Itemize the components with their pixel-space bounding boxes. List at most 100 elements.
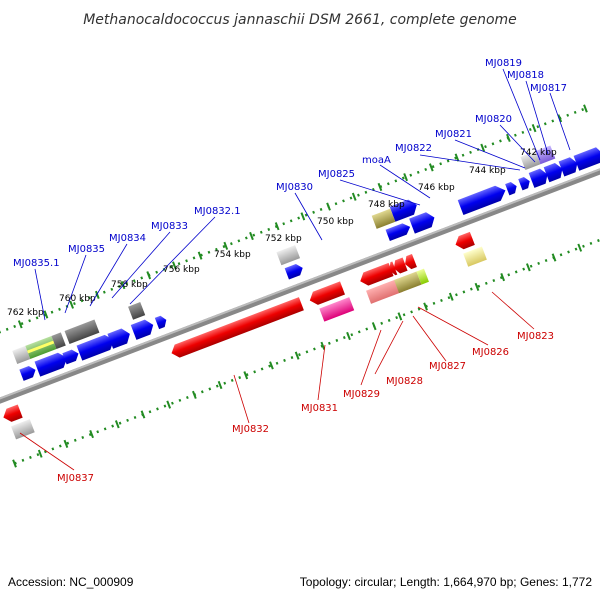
gene-feature-block <box>64 319 100 345</box>
gene-reverse-arrow <box>393 257 408 274</box>
kbp-label: 750 kbp <box>317 217 354 227</box>
scale-tick <box>474 282 480 292</box>
kbp-label: 746 kbp <box>418 183 455 193</box>
scale-tick <box>12 459 17 468</box>
gene-label: MJ0819 <box>485 58 522 69</box>
gene-feature-block <box>535 145 556 165</box>
kbp-label: 762 kbp <box>7 308 44 318</box>
gene-forward-arrow <box>518 176 530 191</box>
scale-tick <box>166 400 172 409</box>
gene-forward-arrow <box>34 352 68 377</box>
gene-label: MJ0818 <box>507 70 544 81</box>
gene-feature-block <box>12 345 31 365</box>
scale-tick <box>217 380 223 390</box>
gene-label: MJ0832 <box>232 424 269 435</box>
gene-forward-arrow <box>76 334 114 361</box>
gene-forward-arrow <box>573 147 600 171</box>
scale-tick <box>146 271 152 280</box>
gene-forward-arrow <box>385 223 411 241</box>
kbp-label: 754 kbp <box>214 250 251 260</box>
scale-tick <box>500 273 506 282</box>
gene-forward-arrow <box>19 366 36 381</box>
gene-label: MJ0837 <box>57 473 94 484</box>
gene-forward-arrow <box>389 199 417 222</box>
reverse-leader-lines <box>19 291 535 471</box>
gene-label: moaA <box>362 155 391 166</box>
gene-forward-arrow <box>154 315 167 330</box>
gene-label: MJ0833 <box>151 221 188 232</box>
scale-tick <box>351 192 357 201</box>
kbp-label: 756 kbp <box>163 265 200 275</box>
gene-label: MJ0835 <box>68 244 105 255</box>
genome-backbone-highlight <box>0 165 600 403</box>
scale-tick <box>243 371 249 380</box>
gene-label: MJ0828 <box>386 376 423 387</box>
scale-tick <box>454 153 460 162</box>
scale-tick <box>89 429 94 439</box>
scale-tick <box>172 261 177 270</box>
coordinate-labels: 742 kbp 744 kbp 746 kbp 748 kbp 750 kbp … <box>7 148 557 318</box>
scale-tick <box>326 202 331 211</box>
kbp-label: 752 kbp <box>265 234 302 244</box>
gene-feature-block <box>11 419 35 440</box>
scale-tick <box>525 263 531 272</box>
gene-feature-block <box>463 246 487 267</box>
gene-label: MJ0829 <box>343 389 380 400</box>
gene-label: MJ0825 <box>318 169 355 180</box>
gene-reverse-arrow <box>405 253 417 270</box>
map-title: Methanocaldococcus jannaschii DSM 2661, … <box>83 12 517 28</box>
gene-reverse-arrow <box>455 231 475 250</box>
gene-feature-block <box>319 297 355 322</box>
scale-tick <box>346 331 351 341</box>
gene-label: MJ0826 <box>472 347 509 358</box>
gene-feature-block <box>371 208 396 229</box>
scale-tick <box>294 351 300 360</box>
scale-tick <box>197 251 203 260</box>
scale-tick <box>249 231 254 241</box>
gene-forward-arrow <box>505 181 517 196</box>
scale-tick <box>37 449 43 458</box>
accession-text: Accession: NC_000909 <box>8 575 134 589</box>
gene-label: MJ0820 <box>475 114 512 125</box>
gene-forward-arrow <box>409 212 435 234</box>
gene-forward-arrow <box>543 162 563 183</box>
scale-tick <box>551 253 557 262</box>
scale-tick <box>43 310 49 319</box>
gene-label: MJ0827 <box>429 361 466 372</box>
scale-tick <box>17 320 23 329</box>
scale-tick <box>423 302 428 311</box>
gene-reverse-arrow <box>309 281 345 305</box>
kbp-label: 748 kbp <box>368 200 405 210</box>
gene-reverse-arrow <box>360 262 394 286</box>
scale-tick <box>320 341 326 350</box>
gene-reverse-arrow <box>171 297 304 358</box>
gene-label: MJ0832.1 <box>194 206 241 217</box>
gene-forward-arrow <box>130 319 154 340</box>
gene-forward-arrow <box>62 349 79 365</box>
gene-forward-arrow <box>558 157 578 177</box>
scale-tick <box>140 410 146 419</box>
gene-forward-arrow <box>107 328 130 349</box>
scale-tick <box>114 420 120 429</box>
scale-tick <box>377 182 383 192</box>
scale-tick <box>300 212 306 221</box>
kbp-label: 758 kbp <box>111 280 148 290</box>
gene-feature-block <box>416 268 429 285</box>
gene-label: MJ0830 <box>276 182 313 193</box>
scale-tick <box>583 104 588 113</box>
gene-feature-block <box>276 245 301 266</box>
gene-label: MJ0835.1 <box>13 258 60 269</box>
gene-label: MJ0823 <box>517 331 554 342</box>
reverse-gene-labels: MJ0823 MJ0826 MJ0827 MJ0828 MJ0829 MJ083… <box>57 331 554 484</box>
scale-tick <box>480 143 486 152</box>
scale-tick <box>94 290 100 299</box>
scale-tick <box>403 173 408 182</box>
gene-label: MJ0821 <box>435 129 472 140</box>
gene-forward-arrow <box>284 264 303 280</box>
scale-tick <box>506 133 511 143</box>
scale-tick <box>448 292 454 301</box>
scale-tick <box>192 390 197 399</box>
gene-label: MJ0831 <box>301 403 338 414</box>
scale-tick <box>223 241 229 250</box>
